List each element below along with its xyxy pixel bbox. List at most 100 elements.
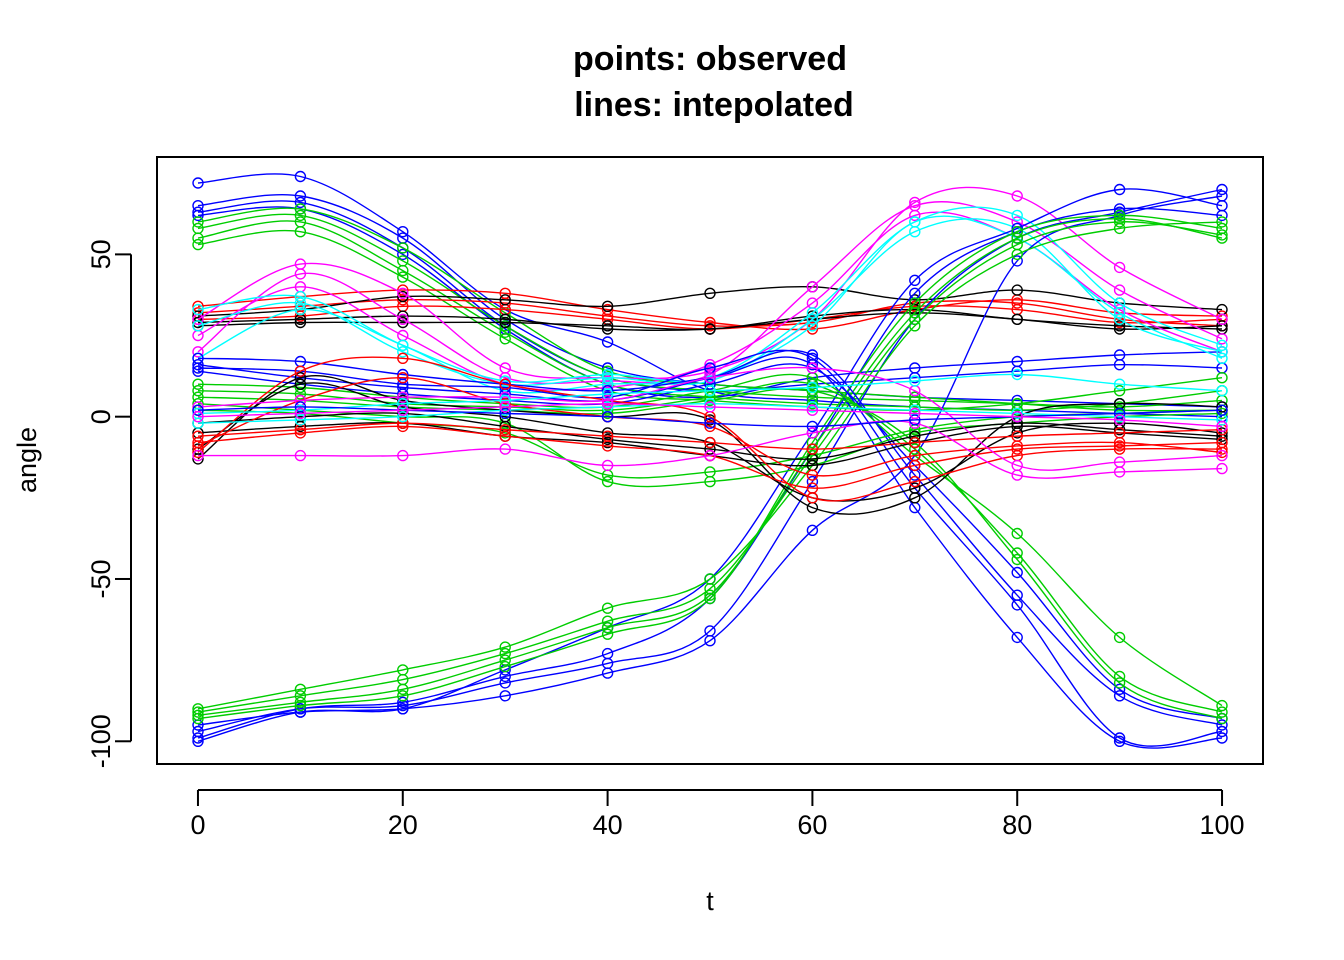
series-34 <box>192 385 1228 725</box>
data-point <box>397 391 409 403</box>
data-point <box>397 690 409 702</box>
data-point <box>1216 216 1228 228</box>
data-point <box>294 170 307 183</box>
data-point <box>1216 732 1228 744</box>
data-point <box>294 696 307 708</box>
data-point <box>1011 284 1023 296</box>
data-point <box>1011 255 1023 267</box>
data-point <box>704 401 716 413</box>
data-point <box>1011 407 1023 420</box>
data-point <box>1011 209 1023 222</box>
data-point <box>806 398 819 410</box>
data-point <box>1216 346 1228 358</box>
data-point <box>1216 352 1228 364</box>
data-point <box>909 297 921 309</box>
data-point <box>294 683 307 695</box>
data-point <box>499 333 511 345</box>
data-point <box>601 615 614 627</box>
data-point <box>1011 232 1023 244</box>
data-point <box>704 359 716 371</box>
data-point <box>1011 404 1023 416</box>
data-point <box>601 602 614 614</box>
data-point <box>601 475 614 488</box>
data-point <box>397 411 409 423</box>
data-point <box>499 690 511 702</box>
data-point <box>1011 566 1023 579</box>
data-point <box>1113 436 1126 449</box>
series-line <box>197 349 1223 726</box>
series-27 <box>192 209 1228 725</box>
series-line <box>197 406 1223 428</box>
data-point <box>1216 320 1228 332</box>
data-point <box>397 417 409 429</box>
data-point <box>704 443 716 455</box>
data-point <box>1216 407 1228 420</box>
data-point <box>601 433 614 446</box>
data-point <box>1216 420 1228 433</box>
data-point <box>1216 446 1228 459</box>
x-tick-label: 100 <box>1200 810 1245 840</box>
data-point <box>499 660 511 673</box>
data-point <box>294 372 307 384</box>
data-point <box>1011 459 1023 472</box>
series-line <box>197 186 1223 380</box>
data-point <box>1216 401 1228 413</box>
series-16 <box>192 209 1228 394</box>
data-point <box>294 268 307 280</box>
data-point <box>704 385 716 397</box>
data-point <box>1216 313 1228 325</box>
x-axis: 0 20 40 60 80 100 <box>190 789 1245 840</box>
data-point <box>192 709 204 721</box>
series-line <box>197 356 1223 502</box>
data-point <box>1216 229 1228 241</box>
data-point <box>806 378 819 390</box>
y-tick-label: -50 <box>86 559 116 598</box>
data-point <box>1011 443 1023 455</box>
data-point <box>1216 725 1228 738</box>
data-point <box>1113 216 1126 228</box>
data-point <box>192 365 204 377</box>
plot-frame <box>156 156 1264 765</box>
data-point <box>192 316 204 329</box>
data-point <box>704 625 716 637</box>
data-point <box>499 430 511 442</box>
data-point <box>397 346 409 358</box>
data-point <box>499 407 511 420</box>
data-point <box>397 449 409 462</box>
data-point <box>499 443 511 455</box>
data-point <box>192 735 204 747</box>
data-point <box>1113 261 1126 274</box>
data-point <box>397 271 409 283</box>
series-line <box>197 349 1223 747</box>
series-line <box>197 366 1223 471</box>
data-point <box>1113 690 1126 702</box>
series-line <box>197 356 1223 749</box>
data-point <box>294 196 307 209</box>
series-line <box>197 412 1223 460</box>
data-point <box>806 362 819 374</box>
series-line <box>197 402 1223 428</box>
series-layer <box>192 170 1228 749</box>
data-point <box>499 297 511 309</box>
data-point <box>704 287 716 299</box>
data-point <box>806 401 819 413</box>
data-point <box>1113 183 1126 196</box>
data-point <box>294 316 307 329</box>
data-point <box>1113 631 1126 644</box>
data-point <box>1216 443 1228 455</box>
data-point <box>1011 440 1023 452</box>
data-point <box>397 287 409 299</box>
data-point <box>397 225 409 238</box>
data-point <box>192 359 204 371</box>
series-line <box>197 374 1223 515</box>
series-14 <box>192 186 1228 384</box>
series-line <box>197 221 1223 710</box>
data-point <box>294 310 307 322</box>
data-point <box>192 177 204 189</box>
data-point <box>499 316 511 329</box>
chart-subtitle: lines: intepolated <box>574 86 854 124</box>
data-point <box>909 475 921 488</box>
series-line <box>197 422 1223 450</box>
series-33 <box>192 378 1228 718</box>
data-point <box>192 362 204 374</box>
